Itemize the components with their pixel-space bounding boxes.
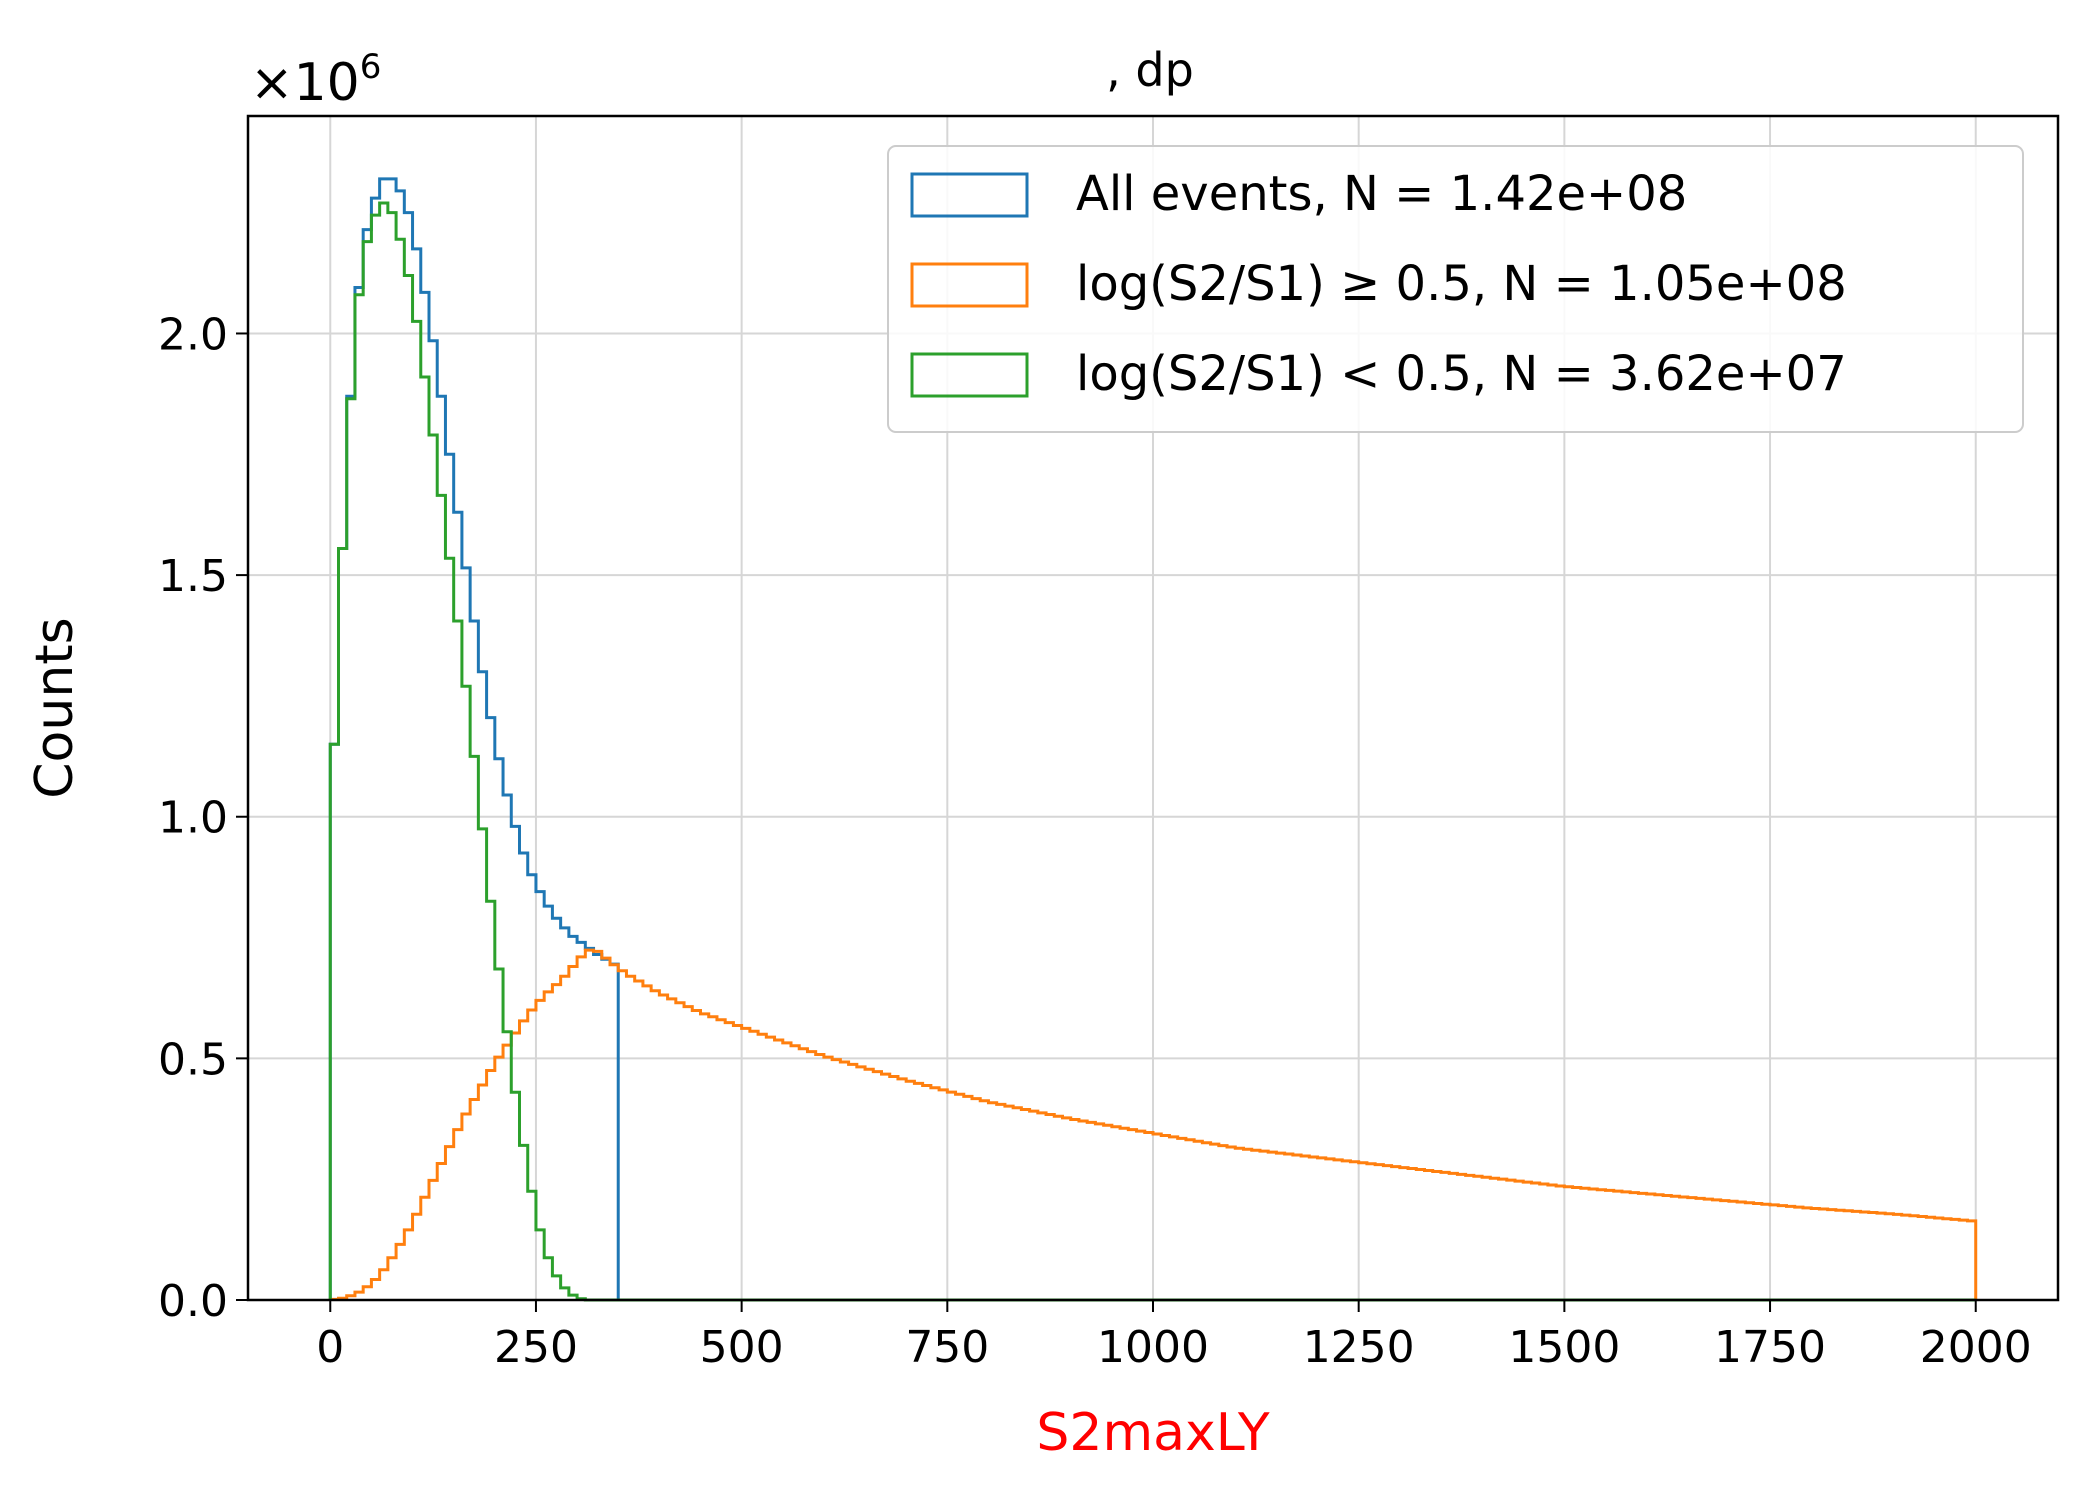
x-tick-label: 1250 bbox=[1303, 1322, 1415, 1373]
y-tick-label: 0.5 bbox=[158, 1034, 228, 1085]
histogram-series-high bbox=[328, 948, 1978, 1301]
x-tick-label: 1000 bbox=[1097, 1322, 1209, 1373]
y-tick-label: 0.0 bbox=[158, 1276, 228, 1327]
x-tick-label: 750 bbox=[905, 1322, 989, 1373]
legend-swatch-high bbox=[910, 262, 1029, 308]
x-tick-label: 1750 bbox=[1714, 1322, 1826, 1373]
y-axis-multiplier-base: ×10 bbox=[250, 53, 360, 113]
ticks: 0 250 500 750 1000 1250 1500 1750 2000 0.0 0.5 1.0 1… bbox=[158, 309, 2032, 1373]
x-tick-label: 1500 bbox=[1508, 1322, 1620, 1373]
legend-swatch-low bbox=[910, 352, 1029, 398]
legend-entries: All events, N = 1.42e+08 log(S2/S1) ≥ 0.5… bbox=[910, 166, 1847, 402]
y-axis-multiplier: ×106 bbox=[250, 47, 381, 113]
x-axis-label: S2maxLY bbox=[1036, 1403, 1269, 1463]
legend-swatch-all bbox=[910, 172, 1029, 218]
chart-title: , dp bbox=[1106, 43, 1194, 97]
legend-label-high: log(S2/S1) ≥ 0.5, N = 1.05e+08 bbox=[1076, 256, 1847, 312]
y-axis-multiplier-exponent: 6 bbox=[360, 47, 382, 87]
y-tick-label: 1.0 bbox=[158, 793, 228, 844]
legend-label-low: log(S2/S1) < 0.5, N = 3.62e+07 bbox=[1076, 346, 1847, 402]
x-tick-label: 500 bbox=[700, 1322, 784, 1373]
legend-frame bbox=[887, 145, 2024, 433]
y-tick-label: 1.5 bbox=[158, 551, 228, 602]
x-tick-label: 0 bbox=[316, 1322, 344, 1373]
x-tick-label: 250 bbox=[494, 1322, 578, 1373]
y-axis-label: Counts bbox=[25, 617, 85, 799]
legend: All events, N = 1.42e+08 log(S2/S1) ≥ 0.5… bbox=[887, 145, 2024, 433]
legend-label-all: All events, N = 1.42e+08 bbox=[1076, 166, 1687, 222]
y-tick-label: 2.0 bbox=[158, 309, 228, 360]
x-tick-label: 2000 bbox=[1920, 1322, 2032, 1373]
